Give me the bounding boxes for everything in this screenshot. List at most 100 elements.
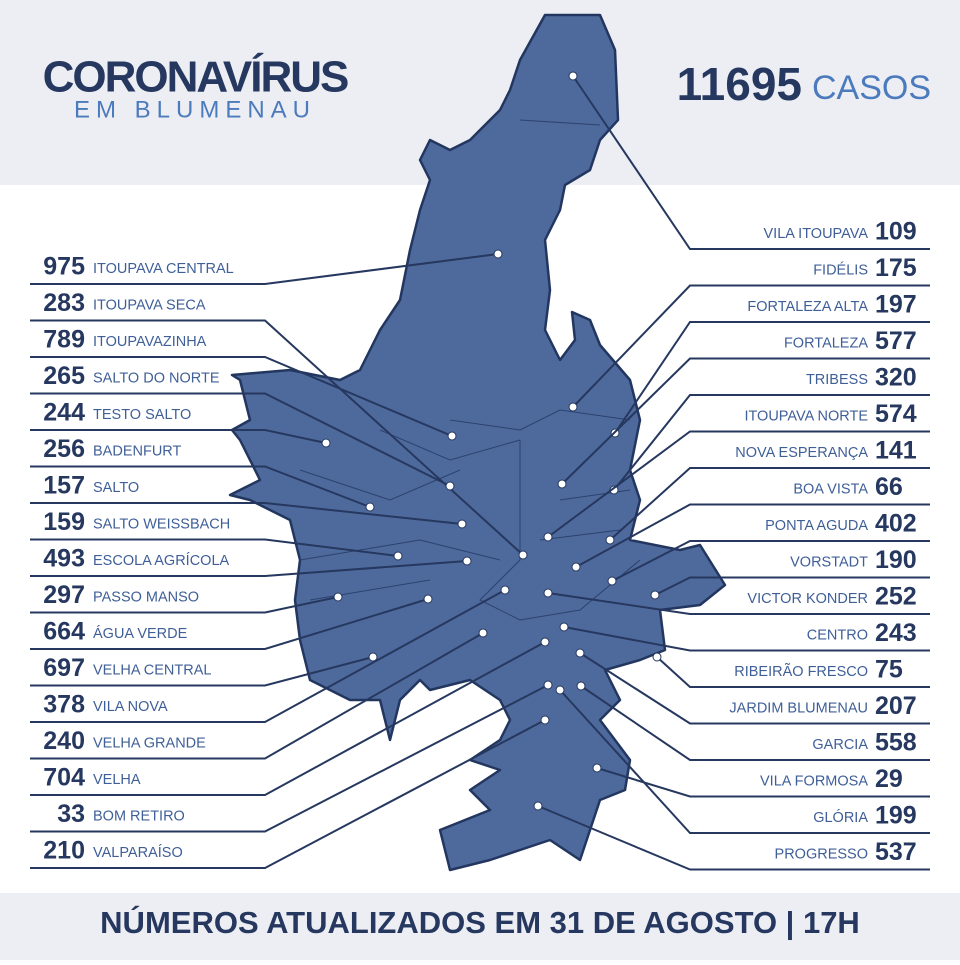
case-count: 190	[875, 546, 917, 574]
case-count: 207	[875, 692, 917, 720]
district-name: SALTO	[93, 480, 139, 496]
district-name: VELHA GRANDE	[93, 735, 206, 751]
district-name: VICTOR KONDER	[747, 591, 868, 607]
case-count: 75	[875, 656, 903, 684]
district-dot	[478, 628, 488, 638]
leader-line	[30, 598, 429, 650]
leader-line	[596, 767, 930, 798]
district-dot	[543, 532, 553, 542]
district-dot	[447, 431, 457, 441]
leader-line	[30, 253, 499, 285]
case-count: 558	[875, 729, 917, 757]
case-count: 210	[43, 837, 85, 865]
district-name: ITOUPAVA NORTE	[744, 408, 868, 424]
case-count: 378	[43, 691, 85, 719]
district-name: TRIBESS	[806, 372, 868, 388]
case-count: 199	[875, 802, 917, 830]
district-dot	[365, 502, 375, 512]
leader-line	[572, 284, 930, 408]
case-count: 141	[875, 437, 917, 465]
district-name: ITOUPAVAZINHA	[93, 334, 207, 350]
leader-line	[30, 632, 484, 760]
leader-line	[30, 560, 468, 577]
district-dot	[518, 550, 528, 560]
district-dot	[568, 402, 578, 412]
leader-line	[30, 392, 451, 487]
district-name: VILA FORMOSA	[760, 773, 868, 789]
district-dot	[559, 622, 569, 632]
leader-line	[30, 641, 546, 796]
leader-line	[563, 626, 930, 652]
leader-line	[613, 394, 930, 491]
neighborhood-list: 975 ITOUPAVA CENTRAL 283 ITOUPAVA SECA 789 IT…	[30, 71, 930, 871]
case-count: 493	[43, 545, 85, 573]
case-count: 240	[43, 727, 85, 755]
district-name: BOA VISTA	[793, 481, 868, 497]
case-count: 243	[875, 619, 917, 647]
leader-line	[575, 503, 930, 568]
district-dot	[543, 588, 553, 598]
leader-line	[30, 319, 524, 556]
leader-line	[572, 75, 930, 250]
labels: 975 ITOUPAVA CENTRAL 283 ITOUPAVA SECA 789 IT…	[43, 218, 917, 867]
district-dot	[457, 519, 467, 529]
case-count: 256	[43, 435, 85, 463]
district-dot	[533, 801, 543, 811]
district-name: PROGRESSO	[775, 846, 868, 862]
case-count: 283	[43, 289, 85, 317]
district-dot	[571, 562, 581, 572]
case-count: 297	[43, 581, 85, 609]
case-count: 33	[57, 800, 85, 828]
district-dot	[605, 535, 615, 545]
district-name: GLÓRIA	[813, 809, 868, 826]
case-count: 789	[43, 326, 85, 354]
district-name: PONTA AGUDA	[765, 518, 868, 534]
case-count: 159	[43, 508, 85, 536]
leader-line	[654, 576, 930, 596]
footer-band	[0, 893, 960, 960]
district-name: VILA ITOUPAVA	[764, 226, 869, 242]
case-count: 402	[875, 510, 917, 538]
district-name: FORTALEZA ALTA	[747, 299, 868, 315]
district-name: GARCIA	[812, 737, 868, 753]
district-name: NOVA ESPERANÇA	[735, 445, 868, 461]
leader-line	[547, 592, 930, 615]
case-count: 697	[43, 654, 85, 682]
district-name: PASSO MANSO	[93, 589, 199, 605]
case-count: 197	[875, 291, 917, 319]
case-count: 704	[43, 764, 85, 792]
district-name: CENTRO	[807, 627, 868, 643]
leader-line	[547, 430, 930, 538]
district-dot	[650, 590, 660, 600]
case-count: 66	[875, 473, 903, 501]
district-name: ITOUPAVA SECA	[93, 297, 206, 313]
district-name: SALTO DO NORTE	[93, 370, 220, 386]
district-name: TESTO SALTO	[93, 407, 191, 423]
district-dot	[368, 652, 378, 662]
district-dot	[462, 556, 472, 566]
district-dot	[576, 681, 586, 691]
case-count: 109	[875, 218, 917, 246]
case-count: 664	[43, 618, 85, 646]
total-cases: 11695	[677, 58, 802, 110]
district-dot	[652, 652, 662, 662]
district-name: RIBEIRÃO FRESCO	[734, 663, 868, 680]
footer: NÚMEROS ATUALIZADOS EM 31 DE AGOSTO | 17…	[100, 904, 860, 940]
leader-line	[611, 540, 930, 582]
district-dot	[575, 648, 585, 658]
district-dot	[607, 576, 617, 586]
district-name: SALTO WEISSBACH	[93, 516, 230, 532]
case-count: 537	[875, 838, 917, 866]
district-dot	[540, 715, 550, 725]
leader-line	[30, 538, 399, 557]
leader-line	[30, 589, 506, 723]
case-count: 320	[875, 364, 917, 392]
leader-line	[559, 689, 930, 834]
district-name: VILA NOVA	[93, 699, 168, 715]
leader-line	[561, 357, 930, 485]
leader-line	[30, 719, 546, 869]
leader-line	[614, 321, 930, 434]
district-dot	[500, 585, 510, 595]
district-dot	[540, 637, 550, 647]
district-borders	[299, 119, 641, 621]
